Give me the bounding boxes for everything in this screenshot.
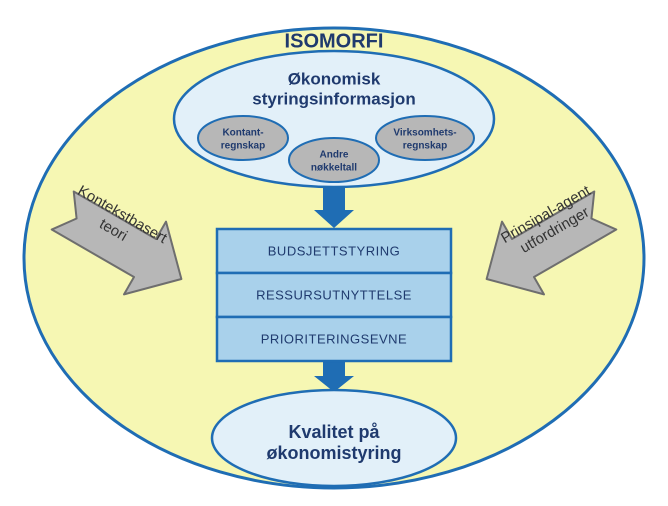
sub-ellipse-line1: Andre — [320, 150, 349, 161]
top-ellipse-title-2: styringsinformasjon — [252, 89, 415, 108]
sub-ellipse-line1: Kontant- — [222, 128, 263, 139]
sub-ellipse-line2: regnskap — [403, 141, 447, 152]
outer-ellipse-label: ISOMORFI — [285, 30, 384, 52]
mid-box-label: PRIORITERINGSEVNE — [261, 331, 407, 346]
bottom-ellipse-line2: økonomistyring — [266, 443, 401, 463]
bottom-ellipse-line1: Kvalitet på — [288, 422, 380, 442]
mid-box-label: RESSURSUTNYTTELSE — [256, 287, 412, 302]
top-ellipse-title-1: Økonomisk — [288, 69, 381, 88]
sub-ellipse-line2: regnskap — [221, 141, 265, 152]
mid-box-label: BUDSJETTSTYRING — [268, 243, 400, 258]
sub-ellipse-line1: Virksomhets- — [393, 128, 456, 139]
sub-ellipse-line2: nøkkeltall — [311, 163, 357, 174]
